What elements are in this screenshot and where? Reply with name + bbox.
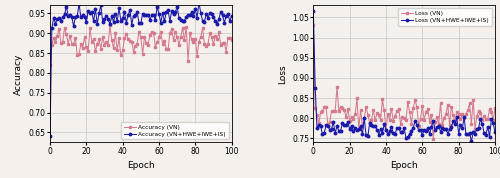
Loss (VN+HWE+IWE+IS) (323, 124, 329, 126)
Accuracy (VN) (228, 39, 234, 41)
Line: Loss (VN+HWE+IWE+IS): Loss (VN+HWE+IWE+IS) (312, 10, 496, 143)
Loss (VN) (420, 105, 426, 107)
Line: Loss (VN): Loss (VN) (312, 24, 496, 140)
Loss (VN) (448, 106, 454, 108)
Loss (VN) (492, 107, 498, 109)
X-axis label: Epoch: Epoch (390, 161, 418, 170)
Accuracy (VN+HWE+IWE+IS) (60, 16, 66, 18)
Accuracy (VN+HWE+IWE+IS) (47, 135, 53, 138)
Accuracy (VN) (176, 44, 182, 46)
Accuracy (VN+HWE+IWE+IS) (174, 6, 180, 8)
Accuracy (VN) (60, 41, 66, 43)
Loss (VN) (310, 24, 316, 27)
Legend: Loss (VN), Loss (VN+HWE+IWE+IS): Loss (VN), Loss (VN+HWE+IWE+IS) (398, 8, 492, 26)
Loss (VN) (323, 106, 329, 108)
X-axis label: Epoch: Epoch (127, 161, 154, 170)
Accuracy (VN) (132, 44, 138, 47)
Loss (VN+HWE+IWE+IS) (468, 140, 474, 143)
Loss (VN+HWE+IWE+IS) (356, 128, 362, 130)
Accuracy (VN) (107, 24, 113, 26)
Y-axis label: Loss: Loss (278, 64, 286, 84)
Loss (VN) (394, 110, 400, 112)
Accuracy (VN) (47, 64, 53, 66)
Accuracy (VN) (158, 31, 164, 33)
Loss (VN+HWE+IWE+IS) (446, 128, 452, 130)
Line: Accuracy (VN+HWE+IWE+IS): Accuracy (VN+HWE+IWE+IS) (49, 1, 233, 138)
Accuracy (VN) (185, 60, 191, 62)
Loss (VN) (430, 137, 436, 140)
Loss (VN+HWE+IWE+IS) (394, 127, 400, 129)
Accuracy (VN) (92, 50, 98, 52)
Legend: Accuracy (VN), Accuracy (VN+HWE+IWE+IS): Accuracy (VN), Accuracy (VN+HWE+IWE+IS) (122, 122, 228, 140)
Loss (VN+HWE+IWE+IS) (420, 134, 426, 136)
Loss (VN+HWE+IWE+IS) (310, 10, 316, 12)
Loss (VN) (440, 124, 446, 126)
Loss (VN+HWE+IWE+IS) (438, 131, 444, 133)
Accuracy (VN+HWE+IWE+IS) (130, 14, 136, 17)
Accuracy (VN+HWE+IWE+IS) (196, 1, 202, 4)
Loss (VN) (356, 127, 362, 130)
Accuracy (VN+HWE+IWE+IS) (183, 16, 189, 18)
Loss (VN+HWE+IWE+IS) (492, 131, 498, 133)
Accuracy (VN+HWE+IWE+IS) (92, 8, 98, 10)
Accuracy (VN+HWE+IWE+IS) (228, 15, 234, 17)
Y-axis label: Accuracy: Accuracy (14, 53, 24, 95)
Line: Accuracy (VN): Accuracy (VN) (49, 24, 233, 66)
Accuracy (VN+HWE+IWE+IS) (156, 13, 162, 15)
